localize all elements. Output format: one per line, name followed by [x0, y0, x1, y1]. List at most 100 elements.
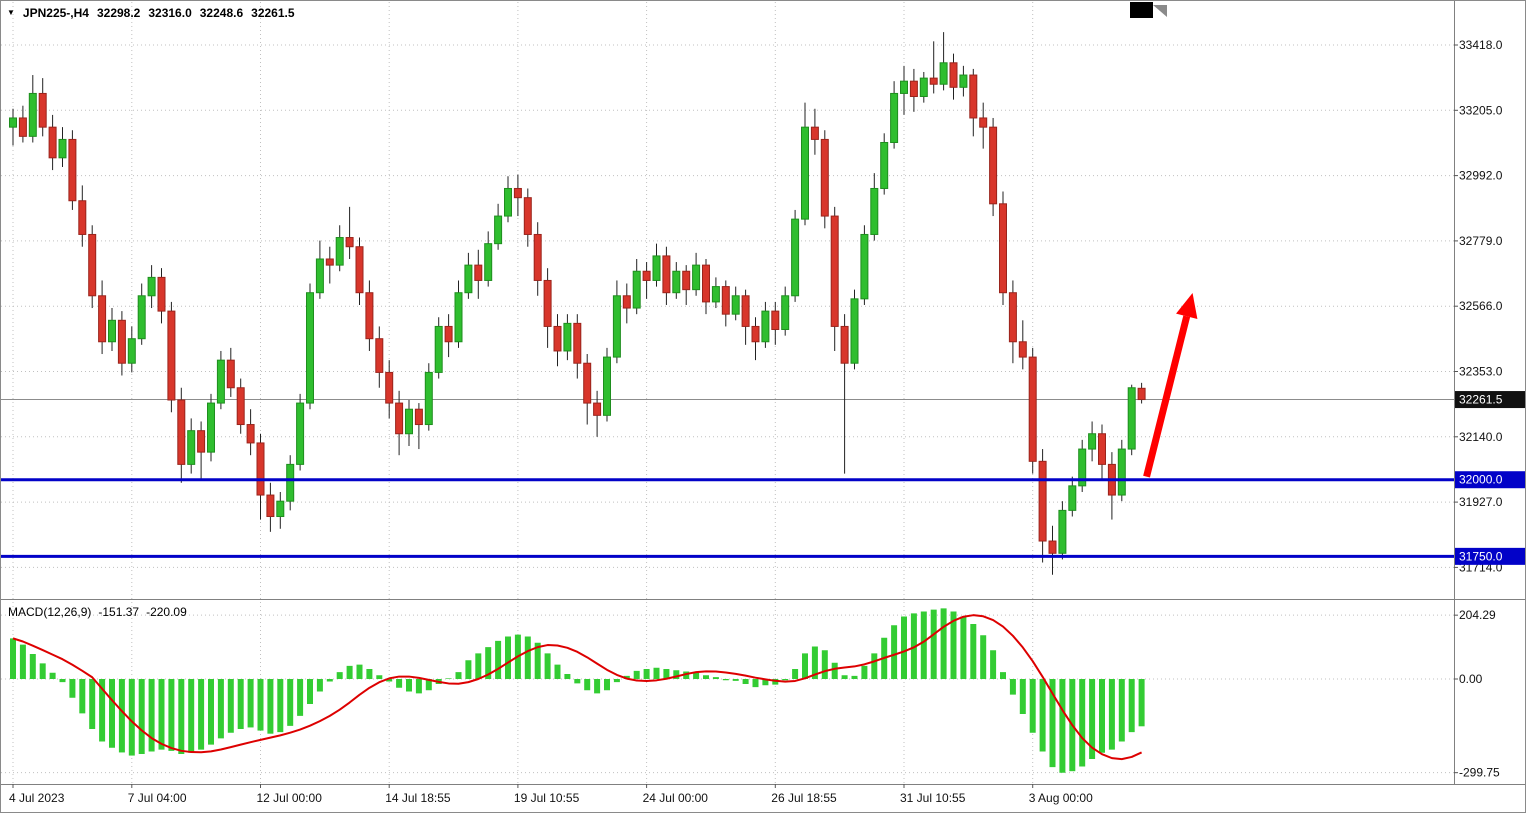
macd-histogram-bar [732, 679, 739, 681]
bearish-candle [345, 237, 354, 248]
macd-histogram-bar [554, 664, 561, 679]
macd-histogram-bar [980, 635, 987, 679]
bullish-candle [58, 138, 67, 159]
bullish-candle [127, 338, 136, 364]
bullish-candle [424, 371, 433, 426]
bearish-candle [355, 246, 364, 294]
macd-histogram-bar [1019, 679, 1026, 714]
bearish-candle [385, 371, 394, 404]
macd-histogram-bar [386, 679, 393, 682]
price-axis-label: 33205.0 [1459, 103, 1503, 117]
macd-histogram-bar [1009, 679, 1016, 695]
bearish-candle [256, 442, 265, 496]
macd-histogram-bar [782, 679, 789, 681]
autoscroll-marker-icon[interactable] [1153, 5, 1167, 17]
ohlc-low-value: 32248.6 [199, 6, 244, 20]
macd-histogram-bar [326, 679, 333, 682]
bearish-candle [830, 215, 839, 327]
bearish-candle [979, 117, 988, 128]
bullish-candle [1088, 433, 1097, 450]
macd-histogram-bar [1059, 679, 1066, 773]
bullish-candle [276, 500, 285, 518]
bullish-candle [306, 292, 314, 404]
time-axis: 4 Jul 2023 7 Jul 04:00 12 Jul 00:00 14 Jul … [9, 784, 1093, 805]
level-price-badge-label: 32000.0 [1459, 473, 1503, 487]
macd-histogram-bar [762, 679, 769, 686]
price-axis-label: 31927.0 [1459, 495, 1503, 509]
macd-histogram-bar [613, 679, 620, 683]
macd-histogram-bar [920, 611, 927, 679]
bullish-candle [315, 258, 324, 294]
bearish-candle [167, 310, 176, 401]
bearish-candle [513, 187, 522, 199]
arrow-head[interactable] [1176, 293, 1198, 319]
bearish-candle [1098, 433, 1106, 465]
bearish-candle [573, 322, 582, 364]
bearish-candle [1018, 341, 1027, 358]
macd-histogram-bar [990, 650, 997, 679]
bearish-candle [969, 74, 978, 119]
bearish-candle [18, 117, 27, 137]
bearish-candle [474, 264, 483, 281]
macd-histogram-bar [693, 672, 700, 679]
macd-histogram-bar [663, 669, 670, 679]
bullish-candle [28, 92, 37, 137]
macd-histogram-bar [940, 608, 947, 679]
macd-histogram-bar [505, 636, 511, 679]
macd-histogram-bar [960, 616, 967, 679]
macd-histogram-bar [297, 679, 304, 716]
macd-histogram-bar [861, 665, 868, 679]
time-axis-label: 26 Jul 18:55 [771, 791, 837, 805]
time-axis-label: 4 Jul 2023 [9, 791, 65, 805]
annotation-arrow[interactable] [1143, 293, 1198, 478]
macd-histogram-bar [1029, 679, 1036, 733]
chart-corner-marker [1130, 2, 1153, 18]
macd-histogram-bar [1079, 679, 1086, 767]
bearish-candle [622, 295, 631, 309]
symbol-dropdown-icon[interactable]: ▼ [7, 8, 15, 17]
macd-histogram-bar [336, 672, 343, 679]
bearish-candle [117, 319, 126, 364]
bullish-candle [454, 292, 463, 343]
bullish-candle [612, 295, 621, 358]
bearish-candle [721, 286, 730, 315]
macd-histogram-bar [356, 664, 363, 679]
macd-axis-label: 0.00 [1459, 672, 1483, 686]
bullish-candle [484, 243, 493, 281]
macd-histogram-bar [425, 679, 432, 691]
macd-histogram-bar [851, 675, 858, 679]
bullish-candle [870, 187, 879, 235]
macd-histogram-bar [138, 679, 145, 754]
bullish-candle [494, 215, 503, 245]
bearish-candle [1137, 387, 1146, 401]
macd-histogram-bar [841, 675, 848, 679]
chart-ohlc-header: ▼ JPN225-,H4 32298.2 32316.0 32248.6 322… [7, 6, 295, 20]
macd-axis-label: 204.29 [1459, 608, 1496, 622]
macd-histogram-bar [604, 679, 610, 691]
macd-histogram-bar [237, 679, 244, 729]
level-price-badge [1455, 471, 1525, 489]
price-axis-label: 33418.0 [1459, 38, 1503, 52]
arrow-shaft[interactable] [1143, 315, 1191, 478]
time-axis-label: 14 Jul 18:55 [385, 791, 451, 805]
macd-histogram-bar [316, 679, 323, 692]
bearish-candle [325, 258, 334, 266]
bearish-candle [553, 325, 562, 352]
macd-histogram-bar [772, 679, 779, 685]
time-axis-label: 7 Jul 04:00 [128, 791, 187, 805]
macd-histogram-bar [217, 679, 224, 739]
macd-histogram-bar [445, 678, 452, 679]
bearish-candle [682, 270, 691, 291]
macd-histogram-bar [752, 679, 759, 688]
bullish-candle [1117, 448, 1126, 496]
bearish-candle [88, 233, 97, 297]
macd-histogram-bar [970, 624, 977, 679]
level-price-badge-label: 31750.0 [1459, 549, 1503, 563]
bearish-candle [989, 126, 998, 205]
bullish-candle [781, 295, 790, 330]
macd-histogram-bar [29, 654, 36, 679]
bearish-candle [395, 402, 404, 435]
time-axis-label: 12 Jul 00:00 [257, 791, 323, 805]
bearish-candle [593, 402, 602, 416]
